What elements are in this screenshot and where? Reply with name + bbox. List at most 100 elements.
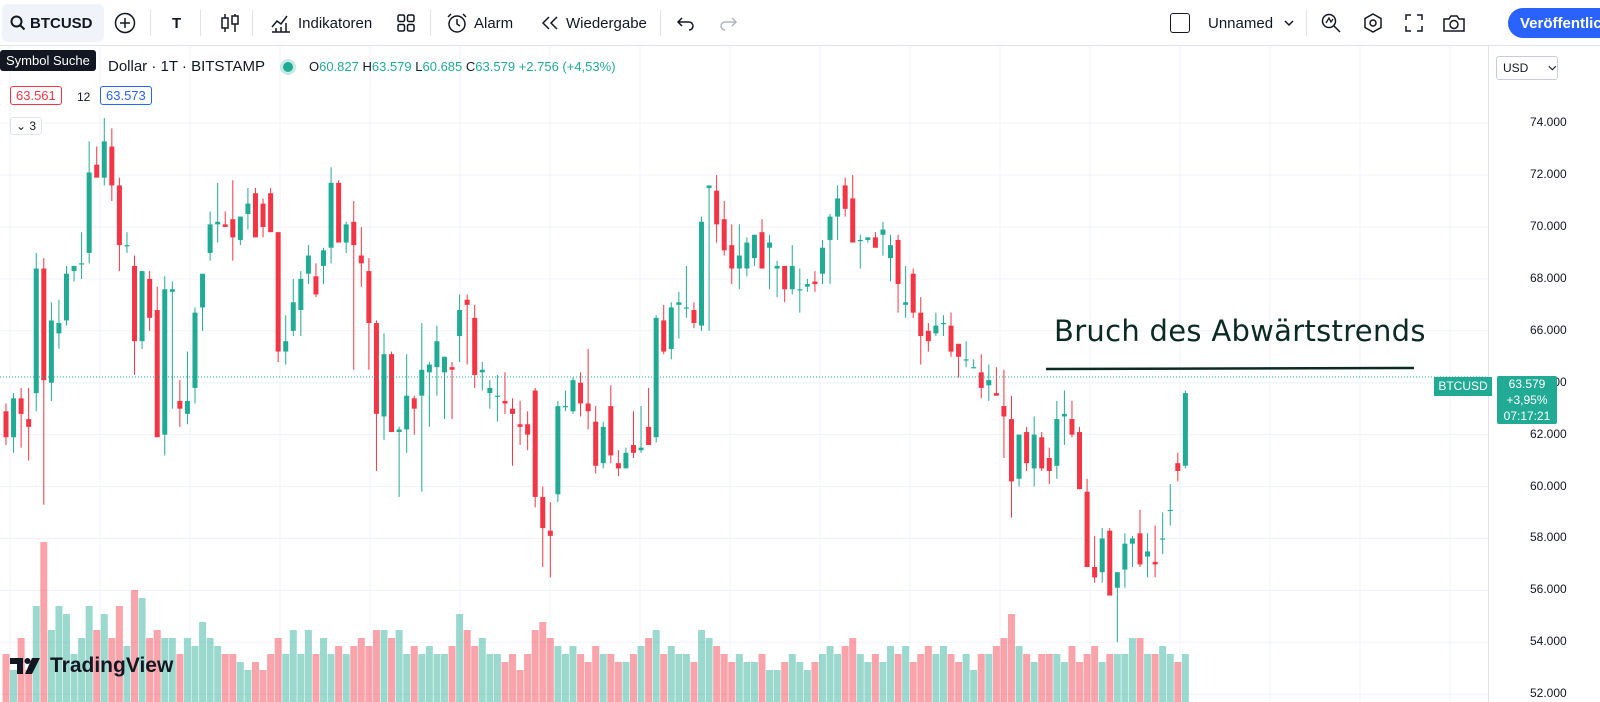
candle — [336, 180, 342, 243]
volume-bar — [622, 662, 630, 702]
candle-body — [940, 323, 946, 325]
candle — [963, 341, 969, 368]
volume-bar — [327, 654, 335, 702]
chevron-down-icon: ⌄ — [16, 119, 27, 133]
candle-body — [872, 237, 878, 248]
volume-bar — [924, 646, 932, 702]
volume-bar — [85, 606, 93, 702]
currency-selector[interactable]: USD — [1496, 56, 1558, 80]
chart-type-button[interactable] — [220, 0, 240, 46]
candle-body — [1175, 463, 1181, 471]
candle — [608, 385, 614, 464]
candle — [782, 265, 788, 303]
volume-bar — [909, 662, 917, 702]
candle-body — [1084, 491, 1090, 568]
candle — [1167, 483, 1173, 526]
compare-symbol-button[interactable] — [114, 0, 136, 46]
candle-body — [562, 406, 568, 408]
price-axis[interactable] — [1488, 46, 1600, 702]
alarm-button[interactable]: Alarm — [446, 0, 513, 46]
candle-body — [1069, 419, 1075, 435]
collapse-indicators-button[interactable]: ⌄ 3 — [10, 117, 43, 135]
undo-button[interactable] — [676, 0, 696, 46]
interval-button[interactable]: T — [172, 14, 182, 32]
price-tick-label: 68.000 — [1530, 270, 1567, 285]
candle — [48, 302, 54, 401]
layouts-button[interactable] — [396, 0, 416, 46]
volume-bar — [864, 662, 872, 702]
volume-bar — [766, 670, 774, 702]
volume-bar — [705, 638, 713, 702]
volume-bar — [55, 606, 63, 702]
volume-bar — [652, 630, 660, 702]
indicators-label: Indikatoren — [298, 14, 373, 32]
volume-bar — [123, 646, 131, 702]
candle-body — [1001, 406, 1007, 417]
volume-bar — [781, 662, 789, 702]
volume-bar — [418, 654, 426, 702]
candle — [1122, 533, 1128, 588]
candle-body — [381, 354, 387, 417]
volume-bar — [153, 630, 161, 702]
buy-price-box[interactable]: 63.573 — [100, 86, 152, 105]
ohlc-values: O60.827 H63.579 L60.685 C63.579 +2.756 (… — [309, 59, 616, 74]
volume-bar — [78, 638, 86, 702]
volume-bar — [1128, 638, 1136, 702]
volume-bar — [388, 638, 396, 702]
volume-bar — [395, 630, 403, 702]
publish-button[interactable]: Veröffentlichen — [1508, 8, 1600, 38]
candle — [630, 411, 636, 458]
alarm-clock-icon — [447, 13, 467, 33]
candle — [18, 387, 24, 448]
fullscreen-button[interactable] — [1404, 0, 1424, 46]
candle-body — [1107, 530, 1113, 596]
candle — [1092, 535, 1098, 583]
volume-bar — [667, 646, 675, 702]
candle — [510, 398, 516, 466]
volume-bar — [939, 646, 947, 702]
quick-search-button[interactable] — [1320, 0, 1342, 46]
volume-bar — [849, 638, 857, 702]
price-chart[interactable] — [0, 46, 1488, 702]
sell-price-box[interactable]: 63.561 — [10, 86, 62, 105]
candle-body — [1039, 437, 1045, 469]
candle — [56, 299, 62, 349]
price-tick-label: 70.000 — [1530, 218, 1567, 233]
volume-bar — [1174, 662, 1182, 702]
legend-symbol-title[interactable]: Dollar · 1T · BITSTAMP — [108, 58, 265, 75]
redo-button[interactable] — [718, 0, 738, 46]
symbol-search-button[interactable]: BTCUSD — [2, 4, 104, 42]
candle — [11, 393, 17, 453]
candle — [109, 128, 115, 202]
candle-body — [449, 367, 455, 370]
candle-body — [646, 426, 652, 446]
toolbar-divider — [430, 10, 431, 36]
candle-body — [1160, 538, 1166, 540]
symbol-label: BTCUSD — [30, 14, 93, 32]
volume-bar — [372, 630, 380, 702]
layout-selector[interactable]: Unnamed — [1170, 0, 1295, 46]
indicators-button[interactable]: Indikatoren — [270, 0, 372, 46]
tradingview-logo[interactable]: TradingView — [10, 654, 173, 678]
settings-button[interactable] — [1362, 0, 1384, 46]
candle-body — [472, 317, 478, 375]
candle — [200, 273, 206, 331]
volume-bar — [1053, 654, 1061, 702]
candle — [918, 297, 924, 365]
toolbar-divider — [1306, 10, 1307, 36]
candle-body — [623, 452, 629, 469]
volume-bar — [433, 654, 441, 702]
volume-bar — [229, 654, 237, 702]
alarm-label: Alarm — [474, 14, 514, 32]
candle-body — [630, 445, 636, 453]
candle-body — [1024, 432, 1030, 464]
volume-bar — [818, 654, 826, 702]
candle — [971, 359, 977, 369]
snapshot-button[interactable] — [1442, 0, 1466, 46]
candle-body — [252, 193, 258, 238]
candle — [956, 343, 962, 378]
trend-break-annotation[interactable]: Bruch des Abwärtstrends — [1054, 314, 1426, 348]
replay-button[interactable]: Wiedergabe — [540, 0, 647, 46]
candle-body — [736, 255, 742, 269]
candle — [358, 226, 364, 287]
